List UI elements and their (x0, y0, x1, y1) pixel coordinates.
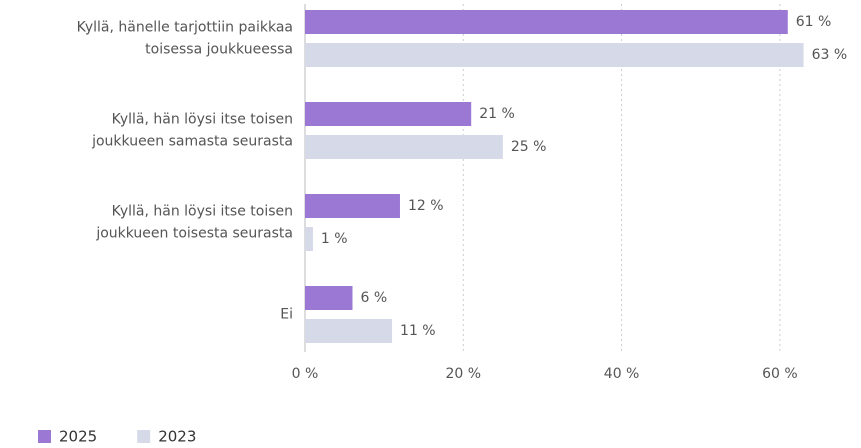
x-tick-label: 60 % (762, 366, 798, 382)
category-label: Kyllä, hän löysi itse toisen joukkueen sa… (91, 112, 293, 150)
value-label: 1 % (321, 231, 348, 247)
legend-swatch (38, 430, 51, 443)
value-label: 25 % (511, 139, 547, 155)
value-label: 63 % (812, 47, 848, 63)
bar (305, 319, 393, 343)
value-label: 12 % (408, 198, 444, 214)
bar (305, 194, 400, 218)
x-tick-label: 0 % (292, 366, 319, 382)
category-label: Kyllä, hänelle tarjottiin paikkaa toisess… (77, 20, 293, 58)
category-label: Ei (280, 307, 293, 323)
x-tick-label: 20 % (445, 366, 481, 382)
value-label: 6 % (360, 290, 387, 306)
category-label: Kyllä, hän löysi itse toisen joukkueen to… (95, 204, 293, 242)
legend-label: 2025 (59, 428, 97, 446)
bar (305, 43, 804, 67)
value-label: 61 % (796, 14, 832, 30)
bar (305, 286, 353, 310)
value-label: 21 % (479, 106, 515, 122)
x-tick-label: 40 % (604, 366, 640, 382)
legend-label: 2023 (158, 428, 196, 446)
bar (305, 10, 788, 34)
bar (305, 135, 503, 159)
value-label: 11 % (400, 323, 436, 339)
bar (305, 102, 472, 126)
bar (305, 227, 313, 251)
legend-swatch (137, 430, 151, 443)
